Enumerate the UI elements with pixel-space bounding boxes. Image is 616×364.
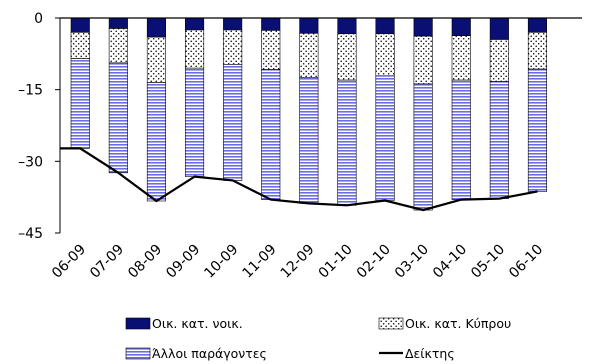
legend-label-line: Δείκτης bbox=[405, 346, 455, 361]
x-tick-label: 03-10 bbox=[392, 242, 432, 282]
x-tick-label: 01-10 bbox=[316, 242, 356, 282]
y-tick-label: –15 bbox=[18, 83, 43, 99]
x-tick-label: 02-10 bbox=[354, 242, 394, 282]
legend-item-line: Δείκτης bbox=[379, 346, 455, 361]
bar-segment-dots bbox=[223, 29, 243, 65]
bar-segment-stripes bbox=[70, 58, 90, 149]
legend-item-solid: Οικ. κατ. νοικ. bbox=[125, 316, 243, 331]
legend-swatch-dots bbox=[378, 317, 404, 330]
y-tick-label: 0 bbox=[34, 11, 43, 27]
x-tick-label: 06-10 bbox=[506, 242, 546, 282]
x-tick-label: 10-09 bbox=[201, 242, 241, 282]
bar-segment-dots bbox=[299, 32, 319, 79]
bar-segment-solid bbox=[451, 17, 471, 36]
bar-segment-solid bbox=[413, 17, 433, 37]
bar-segment-dots bbox=[108, 28, 128, 64]
legend: Οικ. κατ. νοικ. Οικ. κατ. Κύπρου Άλλοι π… bbox=[125, 316, 511, 361]
bar-segment-solid bbox=[299, 17, 319, 34]
bar-segment-stripes bbox=[489, 81, 509, 199]
x-tick-label: 08-09 bbox=[125, 242, 165, 282]
x-tick-label: 05-10 bbox=[468, 242, 508, 282]
x-tick-label: 09-09 bbox=[163, 242, 203, 282]
y-tick-label: –45 bbox=[18, 226, 43, 242]
index-line-Δείκτης bbox=[60, 147, 538, 212]
bar-segment-stripes bbox=[299, 77, 319, 204]
legend-item-dots: Οικ. κατ. Κύπρου bbox=[378, 316, 511, 331]
legend-item-stripes: Άλλοι παράγοντες bbox=[125, 346, 267, 361]
bar-segment-dots bbox=[375, 33, 395, 77]
bar-segment-solid bbox=[108, 17, 128, 29]
y-tick-label: –30 bbox=[18, 154, 43, 170]
x-tick-label: 06-09 bbox=[49, 242, 89, 282]
bar-segment-solid bbox=[146, 17, 166, 38]
bar-segment-dots bbox=[261, 30, 281, 70]
bar-segment-dots bbox=[451, 35, 471, 81]
bar-segment-stripes bbox=[527, 68, 548, 192]
bar-segment-stripes bbox=[223, 64, 243, 181]
bar-segment-stripes bbox=[451, 79, 471, 200]
x-tick-group: 06-0907-0908-0909-0910-0911-0912-0901-10… bbox=[49, 242, 546, 282]
bar-segment-dots bbox=[489, 39, 509, 82]
bar-segment-dots bbox=[413, 35, 433, 85]
bar-segment-solid bbox=[489, 17, 509, 40]
bar-segment-solid bbox=[337, 17, 357, 35]
bar-segment-stripes bbox=[185, 67, 205, 177]
x-tick-label: 11-09 bbox=[239, 242, 279, 282]
x-tick-label: 04-10 bbox=[430, 242, 470, 282]
legend-label-stripes: Άλλοι παράγοντες bbox=[152, 346, 267, 361]
bar-segment-stripes bbox=[146, 82, 166, 202]
bar-group bbox=[70, 17, 548, 211]
x-tick-label: 07-09 bbox=[87, 242, 127, 282]
bar-segment-solid bbox=[527, 17, 548, 33]
bar-segment-stripes bbox=[375, 75, 395, 201]
bar-segment-stripes bbox=[337, 79, 357, 206]
legend-swatch-solid bbox=[125, 317, 151, 330]
bar-segment-stripes bbox=[413, 83, 433, 211]
bar-segment-solid bbox=[375, 17, 395, 35]
bar-segment-dots bbox=[146, 36, 166, 83]
bar-segment-solid bbox=[185, 17, 205, 31]
bar-segment-dots bbox=[70, 32, 90, 59]
legend-label-solid: Οικ. κατ. νοικ. bbox=[152, 316, 243, 331]
x-tick-label: 12-09 bbox=[278, 242, 318, 282]
bar-segment-stripes bbox=[261, 69, 281, 200]
bar-segment-stripes bbox=[108, 62, 128, 174]
bar-segment-solid bbox=[70, 17, 90, 33]
bar-segment-dots bbox=[337, 33, 357, 81]
legend-swatch-stripes bbox=[125, 347, 151, 360]
bar-segment-solid bbox=[223, 17, 243, 31]
y-tick-group: 0 –15 –30 –45 bbox=[18, 11, 60, 242]
bar-segment-dots bbox=[185, 29, 205, 69]
legend-label-dots: Οικ. κατ. Κύπρου bbox=[405, 316, 511, 331]
bar-segment-dots bbox=[527, 32, 548, 70]
bar-segment-solid bbox=[261, 17, 281, 31]
